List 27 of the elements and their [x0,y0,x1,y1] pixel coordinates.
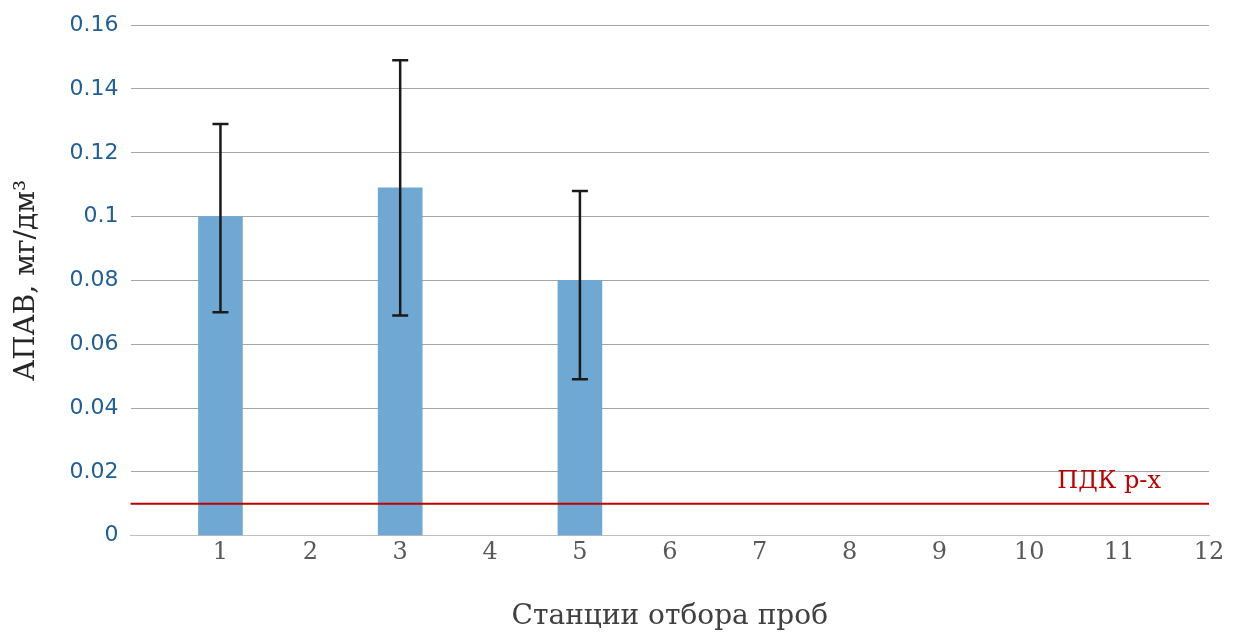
y-tick-label: 0.04 [69,393,119,419]
y-tick-label: 0.1 [83,202,119,228]
x-tick-label: 2 [302,537,318,566]
x-axis-title: Станции отбора проб [511,598,828,632]
x-tick-label: 6 [662,537,678,566]
x-tick-label: 8 [841,537,858,566]
x-tick-label: 3 [392,537,408,566]
bar [557,280,603,536]
y-tick-label: 0.12 [69,138,119,164]
ref-line-label: ПДК р-х [1057,465,1162,494]
y-tick-label: 0.08 [69,266,119,292]
x-tick-label: 12 [1193,537,1225,566]
x-tick-label: 7 [752,537,768,566]
x-tick-label: 4 [482,537,498,566]
bar [377,187,423,536]
y-tick-label: 0.14 [69,74,119,100]
bar [198,216,243,536]
x-tick-label: 5 [572,537,588,566]
y-axis-title: АПАВ, мг/дм³ [8,179,42,382]
x-tick-label: 10 [1013,537,1045,566]
x-tick-label: 11 [1103,537,1135,566]
x-tick-label: 9 [931,537,948,566]
y-tick-label: 0 [104,521,119,547]
x-tick-label: 1 [212,537,229,566]
y-tick-label: 0.16 [69,10,119,36]
y-tick-label: 0.06 [69,329,119,355]
y-tick-label: 0.02 [69,457,119,483]
